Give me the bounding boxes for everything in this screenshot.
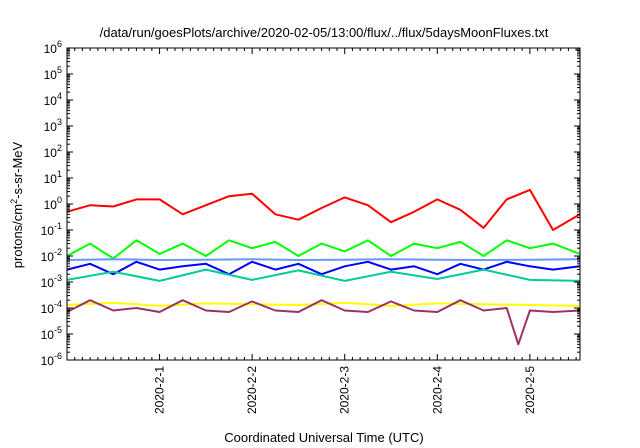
y-tick-label: 10-5 [41, 325, 62, 342]
x-axis-label: Coordinated Universal Time (UTC) [224, 430, 423, 445]
y-axis-label: protons/cm2-s-sr-MeV [9, 141, 25, 268]
x-tick-label: 2020-2-3 [338, 366, 352, 414]
y-tick-label: 10-3 [41, 273, 62, 290]
y-tick-label: 103 [44, 117, 62, 134]
series-line-4 [66, 260, 581, 276]
y-tick-label: 10-1 [41, 221, 62, 238]
chart-title: /data/run/goesPlots/archive/2020-02-05/1… [100, 25, 549, 40]
y-tick-label: 106 [44, 39, 62, 56]
y-tick-label: 10-2 [41, 247, 62, 264]
series-line-7 [66, 299, 581, 346]
series-line-5 [66, 268, 581, 282]
x-tick-label: 2020-2-1 [153, 366, 167, 414]
x-tick-label: 2020-2-4 [430, 366, 444, 414]
series-line-6 [66, 301, 581, 307]
x-tick-label: 2020-2-2 [245, 366, 259, 414]
series-line-3 [66, 258, 581, 261]
y-axis-label-base: protons/cm [10, 204, 25, 268]
y-axis-label-sup: 2 [9, 199, 19, 204]
y-tick-label: 10-6 [41, 351, 62, 368]
series-line-1 [66, 188, 581, 231]
y-tick-label: 100 [44, 195, 62, 212]
y-tick-label: 101 [44, 169, 62, 186]
series-layer [66, 188, 581, 346]
axis-layer: 10-6 10-5 10-4 10-3 10-2 10-1 100 101 102 103 104 1… [41, 39, 580, 414]
series-line-2 [66, 239, 581, 260]
y-tick-label: 105 [44, 65, 62, 82]
y-tick-label: 102 [44, 143, 62, 160]
y-tick-label: 104 [44, 91, 62, 108]
x-tick-label: 2020-2-5 [523, 366, 537, 414]
y-axis-label-rest: -s-sr-MeV [10, 141, 25, 198]
y-tick-label: 10-4 [41, 299, 62, 316]
